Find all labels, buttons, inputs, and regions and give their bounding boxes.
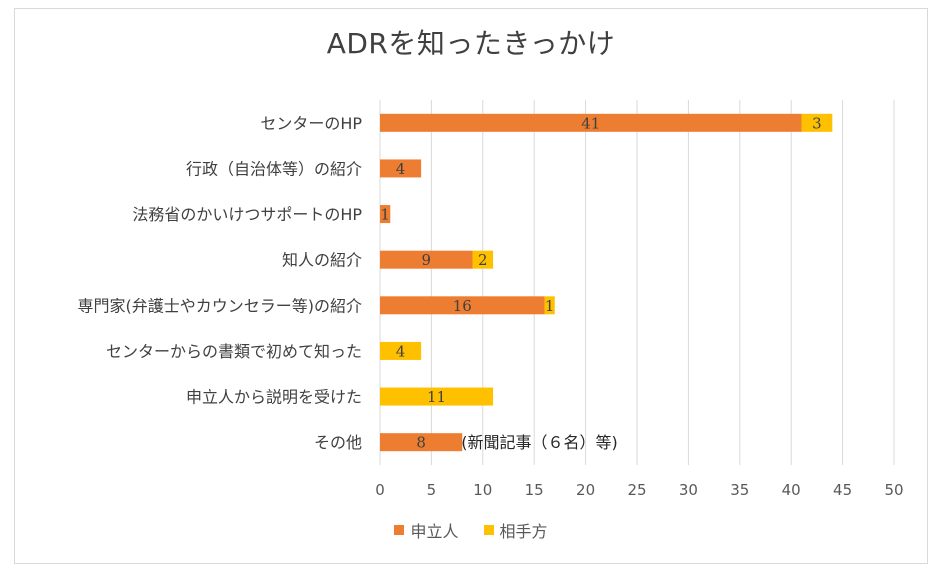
chart-legend: 申立人 相手方 [0, 518, 942, 542]
category-label-4: 知人の紹介 [282, 251, 362, 270]
bar-applicant-1 [380, 113, 802, 132]
x-tick-label-40: 40 [782, 481, 801, 499]
data-label-applicant-1: 41 [581, 114, 600, 132]
category-label-7: 申立人から説明を受けた [186, 388, 362, 407]
legend-swatch-series-1 [394, 525, 405, 535]
bar-respondent-6 [380, 341, 422, 360]
bar-respondent-1 [801, 113, 833, 132]
data-label-respondent-7: 11 [427, 388, 446, 406]
data-label-respondent-5: 1 [545, 297, 555, 315]
data-label-respondent-4: 2 [478, 251, 488, 269]
x-tick-label-5: 5 [427, 481, 437, 499]
bar-applicant-3 [380, 205, 391, 224]
bar-applicant-4 [380, 250, 473, 269]
chart-frame [14, 8, 928, 564]
x-tick-label-35: 35 [730, 481, 749, 499]
x-tick-label-15: 15 [525, 481, 544, 499]
bar-applicant-8 [380, 433, 463, 452]
category-label-6: センターからの書類で初めて知った [106, 342, 362, 361]
x-tick-label-45: 45 [833, 481, 852, 499]
category-label-5: 専門家(弁護士やカウンセラー等)の紹介 [78, 296, 363, 315]
data-label-applicant-2: 4 [396, 160, 406, 178]
data-label-applicant-5: 16 [453, 297, 472, 315]
bar-applicant-2 [380, 159, 422, 178]
bar-applicant-5 [380, 296, 545, 315]
category-label-1: センターのHP [260, 114, 362, 133]
x-tick-label-50: 50 [884, 481, 903, 499]
legend-item-series-1: 申立人 [394, 518, 458, 542]
legend-swatch-series-2 [483, 525, 494, 535]
legend-item-series-2: 相手方 [483, 518, 548, 542]
chart-title: ADRを知ったきっかけ [326, 27, 616, 60]
x-tick-label-30: 30 [679, 481, 698, 499]
x-tick-label-10: 10 [473, 481, 492, 499]
data-label-respondent-6: 4 [396, 342, 406, 360]
bar-respondent-5 [544, 296, 555, 315]
data-label-applicant-8: 8 [416, 434, 426, 452]
data-label-respondent-1: 3 [812, 114, 822, 132]
x-tick-label-0: 0 [375, 481, 385, 499]
data-label-applicant-4: 9 [421, 251, 431, 269]
category-label-2: 行政（自治体等）の紹介 [186, 159, 362, 178]
category-label-3: 法務省のかいけつサポートのHP [132, 205, 362, 224]
x-tick-label-25: 25 [627, 481, 646, 499]
bar-respondent-7 [380, 387, 494, 406]
data-label-applicant-3: 1 [380, 206, 390, 224]
bar-respondent-4 [472, 250, 494, 269]
category-label-8: その他 [314, 433, 362, 452]
x-tick-label-20: 20 [576, 481, 595, 499]
legend-label-series-2: 相手方 [499, 522, 548, 541]
annotation-1: (新聞記事（６名）等) [461, 433, 618, 452]
legend-label-series-1: 申立人 [410, 522, 459, 541]
